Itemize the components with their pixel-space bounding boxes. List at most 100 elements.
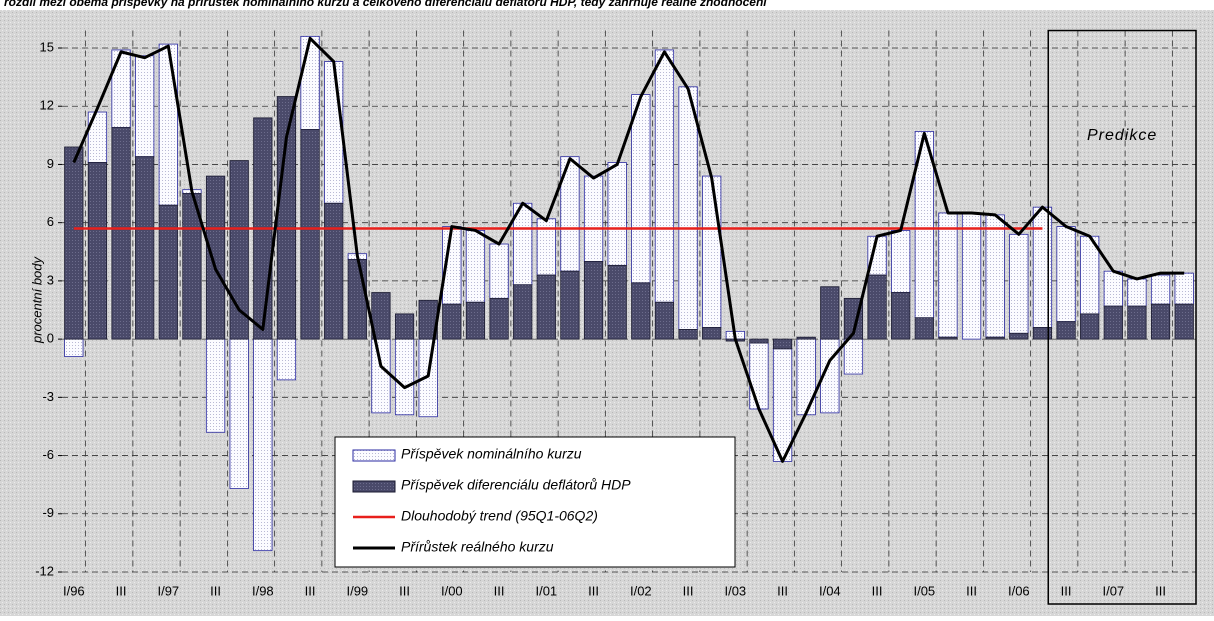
legend-box — [334, 436, 736, 568]
y-tick-label: -3 — [42, 389, 54, 404]
bar — [654, 301, 675, 340]
x-tick-label: III — [683, 583, 694, 598]
x-tick-label: III — [399, 583, 410, 598]
bar — [87, 162, 108, 340]
bar — [1056, 321, 1076, 340]
bar — [796, 336, 816, 340]
bar — [749, 338, 769, 344]
legend-label: Dlouhodobý trend (95Q1-06Q2) — [401, 508, 598, 524]
bar — [229, 160, 249, 340]
bar — [654, 49, 675, 303]
bar — [394, 338, 415, 416]
bar — [64, 146, 84, 340]
x-tick-label: III — [116, 583, 127, 598]
bar — [938, 336, 958, 340]
bar — [135, 55, 155, 158]
bar — [678, 86, 698, 330]
y-tick-label: 3 — [47, 272, 54, 287]
bar — [772, 338, 793, 350]
legend-label: Příspěvek nominálního kurzu — [401, 446, 582, 462]
bar — [607, 162, 627, 266]
bar — [158, 43, 178, 206]
x-tick-label: III — [1155, 583, 1166, 598]
legend-label: Přírůstek reálného kurzu — [401, 539, 554, 555]
x-tick-label: I/01 — [535, 583, 557, 598]
x-tick-label: III — [966, 583, 977, 598]
bar — [465, 301, 486, 340]
bar — [1174, 272, 1194, 305]
y-tick-label: -12 — [35, 563, 54, 578]
legend-swatch — [352, 480, 396, 493]
bar — [489, 243, 509, 299]
bar — [442, 303, 462, 340]
prediction-box — [1047, 29, 1197, 605]
bar — [891, 292, 911, 340]
bar — [111, 127, 131, 340]
bar — [631, 94, 651, 284]
x-tick-label: I/00 — [441, 583, 463, 598]
bar — [938, 212, 958, 338]
x-tick-label: I/06 — [1008, 583, 1030, 598]
bar — [324, 61, 344, 204]
bar — [749, 342, 769, 410]
bar — [1103, 270, 1123, 307]
bar — [111, 49, 131, 128]
x-tick-label: I/02 — [630, 583, 652, 598]
bar — [702, 327, 722, 340]
bar — [914, 317, 934, 340]
bar — [371, 338, 391, 414]
bar — [324, 202, 344, 340]
bar — [347, 259, 367, 340]
subtitle: rozdíl mezi oběma příspěvky na přírůstek… — [4, 0, 768, 9]
x-tick-label: I/98 — [252, 583, 274, 598]
y-tick-label: 6 — [47, 214, 54, 229]
bar — [583, 261, 604, 340]
bar — [820, 286, 840, 340]
bar — [1009, 332, 1029, 340]
x-tick-label: I/97 — [157, 583, 179, 598]
bar — [371, 292, 391, 340]
bar — [64, 338, 84, 357]
bar — [1150, 274, 1171, 305]
bar — [1174, 303, 1194, 340]
bar — [583, 175, 604, 262]
x-tick-label: I/04 — [819, 583, 841, 598]
bar — [276, 338, 297, 381]
bar — [1127, 305, 1147, 340]
x-tick-label: I/03 — [724, 583, 746, 598]
bar — [489, 297, 509, 340]
bar — [702, 175, 722, 328]
bar — [465, 230, 486, 303]
y-tick-label: -6 — [42, 447, 54, 462]
bar — [205, 338, 226, 433]
bar — [1127, 278, 1147, 307]
y-tick-label: 0 — [47, 331, 54, 346]
y-axis-label: procentní body — [29, 256, 44, 345]
bar — [891, 230, 911, 293]
bar — [1080, 313, 1100, 340]
y-tick-label: -9 — [42, 505, 54, 520]
bar — [300, 35, 320, 130]
bar — [796, 338, 816, 416]
x-tick-label: III — [1061, 583, 1072, 598]
bar — [513, 284, 533, 340]
bar — [607, 264, 627, 340]
x-tick-label: III — [588, 583, 599, 598]
bar — [536, 218, 556, 276]
bar — [985, 214, 1005, 338]
bar — [205, 175, 226, 340]
bar — [631, 282, 651, 340]
bar — [300, 129, 320, 340]
x-tick-label: I/99 — [346, 583, 368, 598]
x-tick-label: III — [872, 583, 883, 598]
legend-label: Příspěvek diferenciálu deflátorů HDP — [401, 477, 631, 493]
x-tick-label: I/07 — [1102, 583, 1124, 598]
x-tick-label: I/96 — [63, 583, 85, 598]
x-tick-label: III — [777, 583, 788, 598]
y-tick-label: 15 — [40, 39, 54, 54]
bar — [1150, 303, 1171, 340]
bar — [229, 338, 249, 489]
bar — [678, 329, 698, 340]
x-tick-label: III — [210, 583, 221, 598]
